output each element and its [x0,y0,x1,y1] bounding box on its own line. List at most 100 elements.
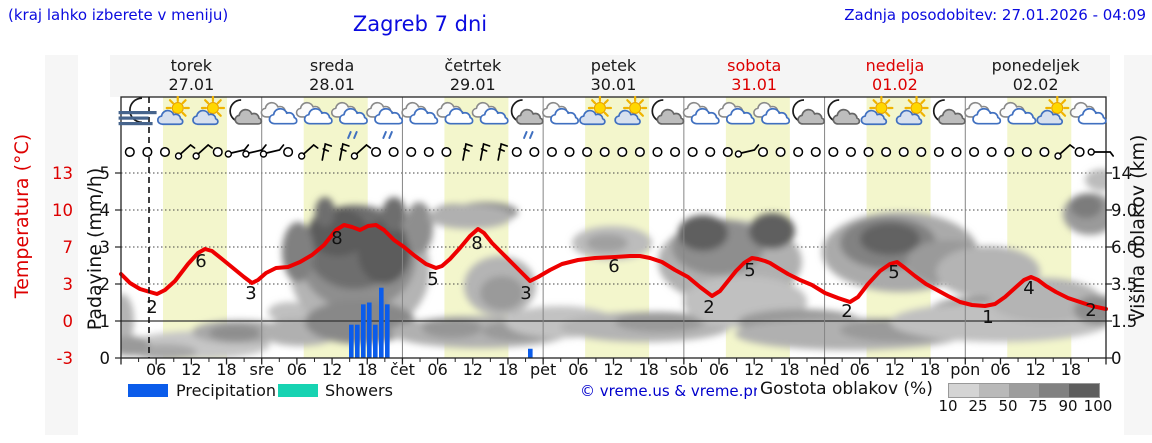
wind-calm-icon [124,146,135,158]
day-date: 27.01 [168,75,215,94]
wind-calm-icon [687,146,698,158]
wind-calm-icon [986,146,997,158]
weather-icon-sun-cloud [1036,95,1070,126]
precipitation-swatch [128,384,168,397]
day-header-sobota: sobota 31.01 [684,56,825,94]
precip-bar [361,304,366,358]
precip-bar [367,302,372,358]
weather-icon-sun-cloud [192,95,226,126]
cloud-axis-tick: 14 [1111,164,1132,183]
weather-icon-sun-cloud [156,95,190,126]
hour-tick-label: 12 [181,360,201,379]
hour-tick-label: 06 [427,360,447,379]
temperature-value-label: 6 [608,256,619,277]
weather-icon-clouds [682,101,720,125]
day-name: sreda [309,56,355,75]
weather-icon-clouds [471,101,509,125]
wind-calm-icon [916,146,927,158]
temp-axis-tick: 13 [52,164,73,183]
copyright-link[interactable]: © vreme.us & vreme.pro [580,382,768,400]
hour-tick-label: 06 [287,360,307,379]
weather-icon-clouds [295,101,333,125]
wind-calm-icon [670,146,681,158]
cloud-density-step [1009,384,1039,397]
temperature-value-label: 1 [982,307,993,328]
wind-calm-icon [441,146,452,158]
wind-calm-icon [388,146,399,158]
precip-axis-tick: 1 [100,312,111,331]
wind-calm-icon [406,146,417,158]
hour-tick-label: 12 [1025,360,1045,379]
day-date: 29.01 [449,75,496,94]
wind-calm-icon [599,146,610,158]
day-date: 28.01 [309,75,355,94]
weather-icon-moon-cloud [932,99,966,125]
day-header-nedelja: nedelja 01.02 [824,56,965,94]
day-tick-label: čet [390,360,415,379]
day-name: četrtek [444,56,502,75]
wind-barb-icon [321,142,333,161]
wind-calm-icon [564,146,575,158]
menu-hint-text: (kraj lahko izberete v meniju) [8,6,229,24]
cloud-density-step-label: 90 [1058,397,1078,415]
weather-icon-moon-cloud-drizzle [510,99,544,139]
cloud-density-step [1039,384,1069,397]
day-name: nedelja [865,56,925,75]
temp-axis-tick: 10 [52,201,73,220]
wind-calm-icon [212,146,223,158]
showers-swatch [278,384,318,397]
temp-axis-tick: 0 [63,312,74,331]
cloud-density-step-label: 25 [968,397,988,415]
hour-tick-label: 06 [709,360,729,379]
weather-icon-clouds [542,101,580,125]
cloud-axis-tick: 1.5 [1111,312,1137,331]
cloud-density-step [949,384,979,397]
hour-tick-label: 18 [638,360,658,379]
cloud-density-step-label: 10 [938,397,958,415]
weather-icon-clouds [260,101,298,125]
weather-icon-sun-cloud [614,95,648,126]
wind-calm-icon [1004,146,1015,158]
weather-icon-clouds [436,101,474,125]
day-tick-label: pet [530,360,556,379]
precip-axis-tick: 3 [100,238,111,257]
hour-tick-label: 18 [216,360,236,379]
wind-calm-icon [881,146,892,158]
precip-bar [349,324,354,358]
wind-calm-icon [1021,146,1032,158]
wind-calm-icon [142,146,153,158]
wind-calm-icon [969,146,980,158]
wind-calm-icon [511,146,522,158]
temp-axis-tick: 7 [63,238,74,257]
temperature-value-label: 5 [888,262,899,283]
wind-barb-icon [479,142,491,161]
hour-tick-label: 18 [1061,360,1081,379]
temperature-value-label: 3 [245,283,256,304]
wind-calm-icon [159,146,171,158]
weather-icon-moon-cloud [827,99,861,125]
precip-axis-title: Padavine (mm/h) [84,167,106,331]
wind-barb-icon [242,144,267,158]
wind-calm-icon [634,146,645,158]
wind-barb-icon [174,143,196,160]
weather-icon-clouds-drizzle [366,101,404,139]
hour-tick-label: 18 [920,360,940,379]
temperature-value-label: 3 [520,283,531,304]
wind-calm-icon [775,146,786,158]
hour-tick-label: 06 [146,360,166,379]
weather-icon-clouds [999,101,1037,125]
hour-tick-label: 12 [744,360,764,379]
temp-axis-tick: 3 [63,275,74,294]
cloud-axis-tick: 6.0 [1111,238,1137,257]
precip-axis-tick: 5 [100,164,111,183]
precip-bar [385,304,390,358]
temperature-value-label: 2 [146,297,157,318]
day-header-sreda: sreda 28.01 [262,56,403,94]
weather-icon-sun-cloud [895,95,929,126]
weather-icon-sun-cloud [579,95,613,126]
weather-icon-clouds-drizzle [330,101,368,139]
wind-calm-icon [933,146,944,158]
hour-tick-label: 06 [990,360,1010,379]
weather-icon-clouds [964,101,1002,125]
